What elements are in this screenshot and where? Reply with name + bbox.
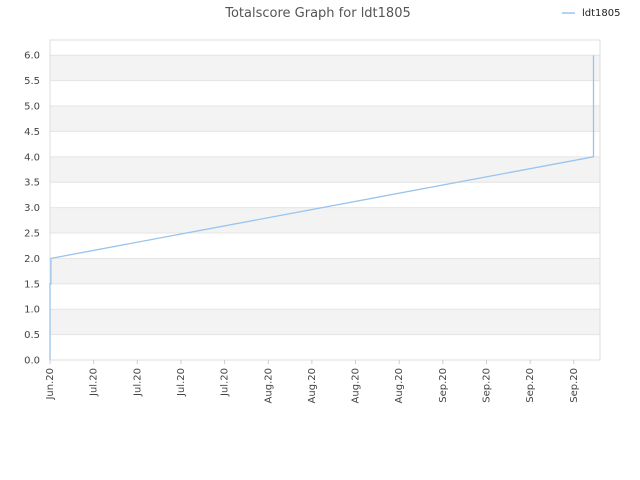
x-tick-label: Sep.20 [525, 368, 536, 403]
y-tick-label: 2.0 [24, 254, 40, 265]
grid-bands [50, 55, 600, 335]
x-tick-label: Aug.20 [263, 368, 274, 403]
x-tick-label: Sep.20 [482, 368, 493, 403]
grid-band [50, 258, 600, 284]
chart-title: Totalscore Graph for ldt1805 [224, 6, 411, 21]
x-tick-label: Jul.20 [89, 368, 100, 397]
y-tick-label: 4.5 [24, 127, 40, 138]
grid-band [50, 207, 600, 234]
series-layer [49, 55, 595, 360]
y-tick-label: 5.0 [24, 102, 40, 113]
y-tick-label: 3.5 [24, 178, 40, 189]
x-tick-label: Jul.20 [220, 368, 231, 397]
y-tick-label: 0.5 [24, 330, 40, 341]
grid-band [50, 156, 600, 183]
y-axis: 0.0 0.5 1.0 1.5 2.0 2.5 3.0 3.5 4.0 4.5 5.0 5.5 6.0 [24, 51, 40, 367]
x-tick-label: Sep.20 [569, 368, 580, 403]
y-tick-label: 4.0 [24, 152, 40, 163]
series-line-ldt1805 [49, 55, 595, 360]
x-tick-label: Aug.20 [351, 368, 362, 403]
x-tick-label: Jul.20 [132, 368, 143, 397]
y-tick-label: 2.5 [24, 229, 40, 240]
x-axis: Jun.20 Jul.20 Jul.20 Jul.20 Jul.20 Aug.20 Aug.… [45, 360, 580, 403]
y-tick-label: 1.0 [24, 305, 40, 316]
y-tick-label: 3.0 [24, 203, 40, 214]
legend-label-ldt1805: ldt1805 [582, 8, 621, 19]
x-tick-label: Aug.20 [394, 368, 405, 403]
grid-band [50, 309, 600, 335]
y-tick-label: 0.0 [24, 356, 40, 367]
y-tick-label: 6.0 [24, 51, 40, 62]
grid-band [50, 55, 600, 81]
x-tick-label: Jul.20 [176, 368, 187, 397]
legend[interactable]: ldt1805 [562, 8, 621, 19]
y-tick-label: 5.5 [24, 76, 40, 87]
x-tick-label: Jun.20 [45, 368, 56, 401]
x-tick-label: Sep.20 [438, 368, 449, 403]
plot-frame [49, 39, 601, 361]
gridlines [50, 54, 600, 361]
grid-band [50, 106, 600, 132]
y-tick-label: 1.5 [24, 279, 40, 290]
x-tick-label: Aug.20 [307, 368, 318, 403]
